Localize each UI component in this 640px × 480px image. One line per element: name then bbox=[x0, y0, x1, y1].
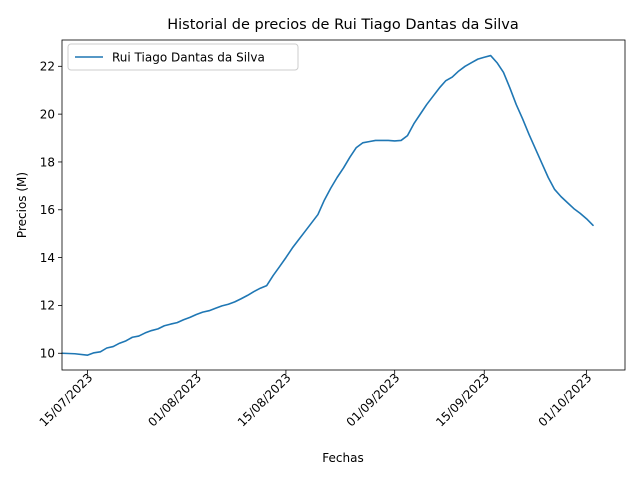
y-tick-label: 10 bbox=[40, 347, 55, 361]
y-tick-label: 16 bbox=[40, 203, 55, 217]
series-line-0 bbox=[61, 54, 594, 356]
y-axis-label: Precios (M) bbox=[15, 172, 29, 238]
legend-label: Rui Tiago Dantas da Silva bbox=[112, 51, 265, 65]
legend: Rui Tiago Dantas da Silva bbox=[67, 43, 299, 71]
y-tick-label: 12 bbox=[40, 299, 55, 313]
y-axis: 10 12 14 16 18 20 22 bbox=[40, 60, 62, 361]
plot-frame bbox=[61, 39, 626, 371]
chart-title: Historial de precios de Rui Tiago Dantas… bbox=[167, 17, 519, 33]
x-axis-label: Fechas bbox=[322, 451, 363, 465]
y-tick-label: 20 bbox=[40, 107, 55, 121]
plot-area bbox=[61, 39, 626, 371]
y-tick-label: 18 bbox=[40, 155, 55, 169]
y-tick-label: 14 bbox=[40, 251, 55, 265]
y-tick-label: 22 bbox=[40, 60, 55, 74]
legend-box bbox=[67, 43, 299, 71]
series-layer bbox=[61, 54, 594, 356]
